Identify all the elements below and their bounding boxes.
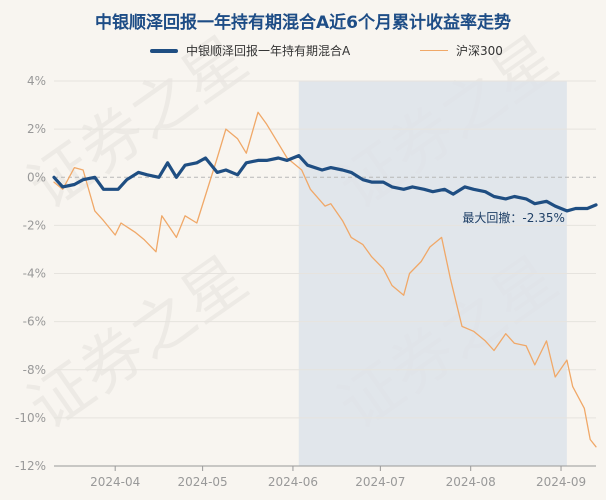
x-tick-label: 2024-08 (446, 475, 496, 489)
y-tick-label: -8% (23, 363, 46, 377)
x-tick-label: 2024-07 (355, 475, 405, 489)
chart-title: 中银顺泽回报一年持有期混合A近6个月累计收益率走势 (95, 13, 511, 33)
chart-legend: 中银顺泽回报一年持有期混合A 沪深300 (0, 42, 606, 62)
drawdown-label: 最大回撤：-2.35% (462, 210, 564, 225)
y-tick-label: -4% (23, 267, 46, 281)
legend-swatch-index (420, 49, 448, 52)
y-tick-label: 0% (27, 170, 46, 184)
y-tick-label: -6% (23, 315, 46, 329)
series-line-index[interactable] (53, 111, 597, 448)
legend-item-fund[interactable]: 中银顺泽回报一年持有期混合A (150, 42, 350, 59)
x-tick-label: 2024-09 (536, 475, 586, 489)
legend-swatch-fund (150, 48, 178, 53)
x-tick-label: 2024-06 (268, 475, 318, 489)
legend-item-index[interactable]: 沪深300 (420, 42, 503, 59)
x-tick-label: 2024-04 (90, 475, 140, 489)
y-tick-label: 2% (27, 122, 46, 136)
legend-label-fund: 中银顺泽回报一年持有期混合A (186, 44, 351, 58)
series-line-fund[interactable] (52, 154, 598, 213)
y-tick-label: -12% (15, 459, 46, 473)
y-tick-label: -2% (23, 218, 46, 232)
watermark-text: 证券之星 (15, 241, 260, 443)
y-tick-label: 4% (27, 74, 46, 88)
legend-label-index: 沪深300 (456, 44, 503, 58)
y-tick-label: -10% (15, 411, 46, 425)
x-tick-label: 2024-05 (178, 475, 228, 489)
watermark-text: 证券之星 (15, 21, 260, 223)
